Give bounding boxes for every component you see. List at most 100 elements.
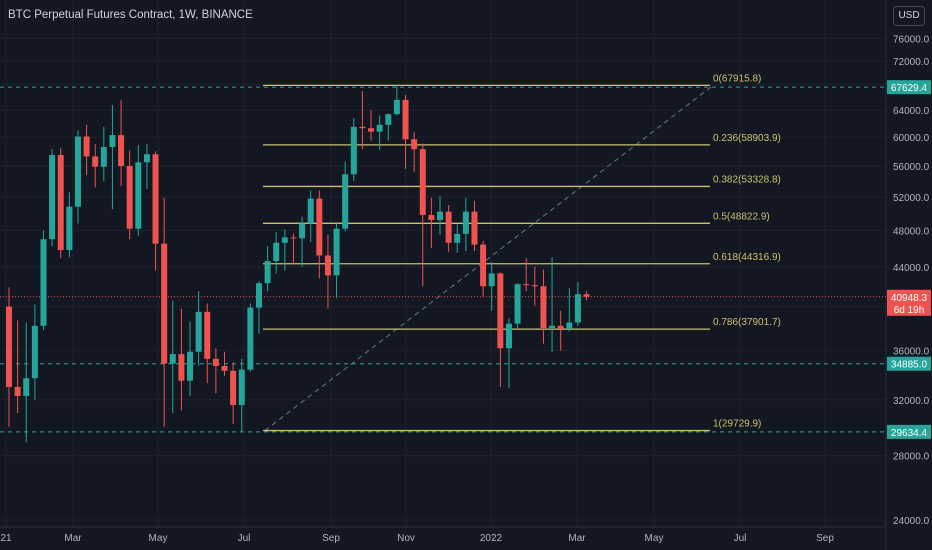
x-tick-label: 2022 <box>480 533 503 544</box>
candle-body <box>273 242 280 262</box>
fib-level-label: 1(29729.9) <box>713 419 761 430</box>
candle-body <box>135 162 142 229</box>
y-tick-label: 52000.0 <box>893 193 930 204</box>
candle-body <box>359 126 366 129</box>
candle-body <box>238 369 245 406</box>
y-tick-label: 48000.0 <box>893 226 930 237</box>
candle-body <box>109 135 116 148</box>
x-tick-label: May <box>645 533 664 544</box>
price-tag: 29634.4 <box>891 428 928 439</box>
y-tick-label: 56000.0 <box>893 162 930 173</box>
x-tick-label: Nov <box>397 533 415 544</box>
fib-level-label: 0.382(53328.8) <box>713 174 781 185</box>
price-tag-bg <box>887 424 931 439</box>
x-tick-label: Mar <box>64 533 82 544</box>
candle-body <box>152 154 159 244</box>
candle-body <box>195 311 202 352</box>
candle-body <box>419 149 426 216</box>
candle-body <box>31 325 38 379</box>
candle-body <box>40 239 47 326</box>
y-tick-label: 72000.0 <box>893 57 930 68</box>
price-tag: 67629.4 <box>891 83 928 94</box>
candle-body <box>307 198 314 224</box>
candle-body <box>488 273 495 287</box>
candle-body <box>523 284 530 286</box>
last-price-tag-countdown: 6d 19h <box>894 305 925 316</box>
price-tag-bg <box>887 80 931 95</box>
candle-body <box>557 325 564 330</box>
candle-body <box>471 211 478 245</box>
candle-body <box>402 99 409 140</box>
fib-level-label: 0.618(44316.9) <box>713 252 781 263</box>
candle-body <box>212 358 219 366</box>
candle-body <box>204 311 211 359</box>
last-price-tag: 40948.3 <box>891 293 928 304</box>
candle-body <box>549 325 556 329</box>
candle-body <box>428 215 435 221</box>
candle-body <box>178 354 185 381</box>
last-price-tag-bg <box>887 289 931 316</box>
y-tick-label: 36000.0 <box>893 347 930 358</box>
candle-body <box>23 378 30 396</box>
price-tag: 34885.0 <box>891 360 928 371</box>
candle-body <box>505 323 512 349</box>
candle-body <box>445 211 452 243</box>
candle-body <box>264 261 271 284</box>
x-tick-label: Mar <box>568 533 586 544</box>
price-tag-bg <box>887 356 931 371</box>
x-tick-label: Sep <box>322 533 340 544</box>
candle-body <box>333 228 340 276</box>
candle-body <box>540 286 547 329</box>
candle-body <box>83 136 90 157</box>
candle-body <box>350 126 357 175</box>
x-tick-label: Jul <box>734 533 747 544</box>
candle-body <box>411 139 418 150</box>
candle-body <box>299 223 306 239</box>
candle-body <box>6 306 12 387</box>
candle-body <box>368 128 375 132</box>
candle-body <box>566 322 573 330</box>
fib-level-label: 0(67915.8) <box>713 73 761 84</box>
candle-body <box>454 233 461 243</box>
candle-body <box>118 135 125 166</box>
currency-button[interactable]: USD <box>893 6 925 26</box>
candle-body <box>531 285 538 287</box>
candle-body <box>14 386 21 396</box>
y-tick-label: 76000.0 <box>893 34 930 45</box>
candle-body <box>92 156 99 167</box>
x-tick-label: 21 <box>0 533 12 544</box>
candle-body <box>143 154 150 163</box>
candle-body <box>49 154 56 240</box>
y-tick-label: 64000.0 <box>893 106 930 117</box>
x-tick-label: May <box>149 533 168 544</box>
candle-body <box>161 243 168 364</box>
y-tick-label: 44000.0 <box>893 263 930 274</box>
candle-body <box>187 351 194 381</box>
candle-body <box>342 174 349 229</box>
candle-body <box>393 99 400 115</box>
candle-body <box>385 114 392 125</box>
y-tick-label: 32000.0 <box>893 396 930 407</box>
candle-body <box>247 307 254 370</box>
y-tick-label: 24000.0 <box>893 516 930 527</box>
trend-line <box>264 85 714 431</box>
candle-body <box>290 237 297 239</box>
candle-body <box>221 365 228 371</box>
candle-body <box>462 211 469 234</box>
candle-body <box>583 294 590 297</box>
fib-level-label: 0.236(58903.9) <box>713 133 781 144</box>
candle-body <box>480 244 487 287</box>
candle-body <box>376 124 383 132</box>
candle-body <box>66 206 73 251</box>
candle-body <box>324 255 331 276</box>
fib-level-label: 0.5(48822.9) <box>713 211 770 222</box>
candle-body <box>126 165 133 229</box>
y-tick-label: 28000.0 <box>893 452 930 463</box>
x-tick-label: Sep <box>816 533 834 544</box>
candle-body <box>169 354 176 364</box>
candle-body <box>74 136 81 207</box>
candle-body <box>281 237 288 243</box>
x-tick-label: Jul <box>238 533 251 544</box>
